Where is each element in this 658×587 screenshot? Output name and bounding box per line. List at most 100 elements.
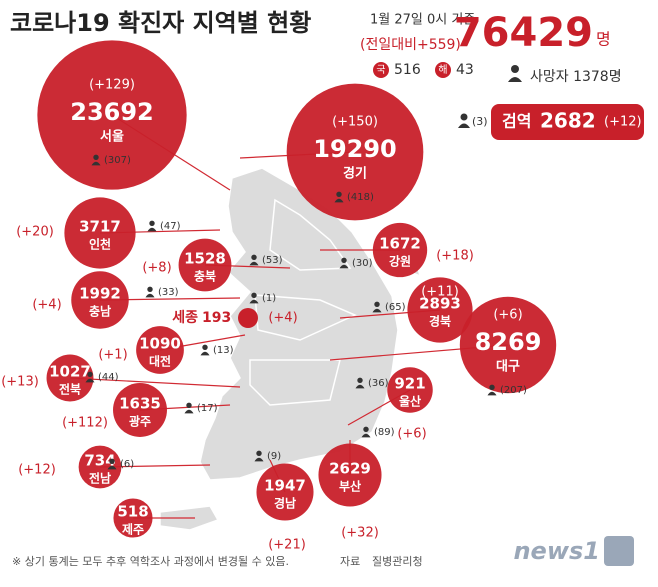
region-name: 광주	[129, 414, 151, 429]
region-delta: (+18)	[436, 249, 474, 264]
person-icon	[339, 257, 349, 269]
region-delta: (+4)	[32, 298, 61, 313]
logo: news1	[513, 537, 600, 565]
person-icon	[508, 65, 522, 82]
person-icon	[254, 450, 264, 462]
person-body	[361, 433, 371, 438]
region-count: 23692	[70, 98, 154, 126]
region-deaths: (89)	[374, 427, 395, 438]
person-head	[87, 371, 93, 377]
person-icon	[107, 458, 117, 470]
person-body	[249, 299, 259, 304]
person-head	[251, 254, 257, 260]
region-delta: (+6)	[397, 427, 426, 442]
person-icon	[91, 154, 101, 166]
region-count: 1672	[379, 235, 421, 253]
region-bubble	[256, 463, 314, 521]
region-count: 19290	[313, 135, 397, 163]
person-icon	[145, 286, 155, 298]
region-deaths: (65)	[385, 302, 406, 313]
badge-label: 국	[376, 64, 385, 76]
person-head	[186, 402, 192, 408]
region-bubble	[113, 383, 167, 437]
overseas: 43	[456, 62, 474, 78]
person-icon	[184, 402, 194, 414]
region-delta: (+129)	[89, 78, 135, 93]
person-body	[372, 308, 382, 313]
region-name: 서울	[100, 129, 124, 145]
person-body	[147, 227, 157, 232]
region-name: 강원	[389, 255, 411, 269]
region-delta: (+6)	[493, 308, 522, 323]
region-name: 경남	[274, 496, 296, 511]
source-label: 자료	[340, 555, 360, 568]
region-bubble	[286, 83, 424, 221]
source: 질병관리청	[372, 555, 423, 568]
region-name: 대전	[149, 354, 171, 369]
region-bubble	[407, 277, 473, 343]
region-name: 대구	[496, 360, 520, 375]
region-bubble	[459, 296, 557, 394]
region-delta: (+4)	[268, 311, 297, 326]
region-deaths: (307)	[104, 155, 131, 166]
person-head	[109, 458, 115, 464]
region-name: 전북	[59, 382, 81, 397]
region-bubble	[71, 271, 129, 329]
region-delta: (+1)	[98, 348, 127, 363]
person-icon	[85, 371, 95, 383]
region-name: 경기	[343, 166, 367, 182]
person-head	[489, 384, 495, 390]
person-body	[145, 293, 155, 298]
quarantine-box	[491, 104, 644, 140]
region-bubble	[136, 326, 184, 374]
region-bubble	[372, 222, 428, 278]
person-body	[334, 198, 344, 203]
map	[159, 167, 422, 531]
region-delta: (+32)	[341, 526, 379, 541]
region-count: 1027	[49, 363, 91, 381]
person-head	[93, 154, 99, 160]
person-icon	[249, 254, 259, 266]
person-head	[374, 301, 380, 307]
region-delta: (+8)	[142, 261, 171, 276]
person-body	[85, 378, 95, 383]
badge-label: 해	[438, 63, 447, 76]
region-deaths: (47)	[160, 221, 181, 232]
region-name: 부산	[339, 479, 361, 494]
region-deaths: (53)	[262, 255, 283, 266]
region-count: 1947	[264, 477, 306, 495]
quarantine-label: 검역	[502, 112, 531, 131]
region-deaths: (17)	[197, 403, 218, 414]
region-name: 세종	[172, 310, 198, 326]
person-head	[147, 286, 153, 292]
region-name: 제주	[122, 523, 144, 537]
person-icon	[200, 344, 210, 356]
region-count: 734	[84, 452, 115, 470]
region-count: 8269	[475, 328, 542, 356]
person-icon	[372, 301, 382, 313]
region-deaths: (13)	[213, 345, 234, 356]
region-deaths: (6)	[120, 459, 134, 470]
person-icon	[147, 220, 157, 232]
region-count: 921	[394, 375, 425, 393]
person-head	[363, 426, 369, 432]
region-deaths: (36)	[368, 378, 389, 389]
quarantine-change: (+12)	[604, 115, 642, 130]
region-deaths: (1)	[262, 293, 276, 304]
badge	[435, 62, 451, 78]
region-count: 1992	[79, 285, 121, 303]
region-bubble	[238, 308, 258, 328]
connector	[69, 377, 241, 388]
region-name: 충남	[89, 304, 111, 319]
person-icon	[487, 384, 497, 396]
person-body	[339, 264, 349, 269]
region-bubble	[387, 367, 433, 413]
region-name: 울산	[399, 394, 421, 409]
region-deaths: (33)	[158, 287, 179, 298]
region-bubble	[37, 40, 187, 190]
region-count: 2629	[329, 460, 371, 478]
region-deaths: (44)	[98, 372, 119, 383]
region-bubble	[113, 498, 153, 538]
region-bubble	[318, 443, 382, 507]
person-head	[357, 377, 363, 383]
